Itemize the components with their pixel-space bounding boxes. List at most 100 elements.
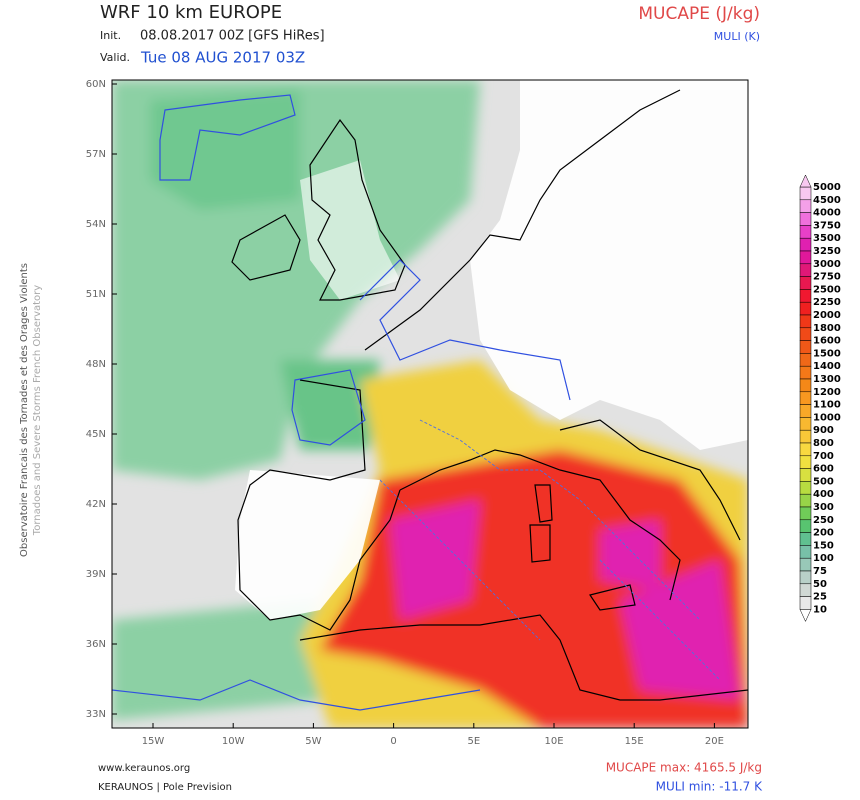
init-time: 08.08.2017 00Z [GFS HiRes] (140, 29, 325, 44)
colorbar-label: 1200 (813, 387, 841, 398)
footer-website: www.keraunos.org (98, 763, 190, 774)
colorbar-label: 1500 (813, 348, 841, 359)
colorbar-swatch (799, 583, 812, 597)
lat-label: 33N (86, 709, 106, 720)
footer-credit: KERAUNOS | Pole Prevision (98, 782, 232, 793)
colorbar-label: 200 (813, 528, 834, 539)
colorbar-label: 300 (813, 502, 834, 513)
colorbar-swatch (799, 212, 812, 226)
valid-time: Tue 08 AUG 2017 03Z (140, 49, 305, 67)
colorbar-label: 50 (813, 579, 827, 590)
lat-label: 36N (86, 639, 106, 650)
lon-label: 5E (467, 736, 480, 747)
map-axes: 60N 57N 54N 51N 48N 45N 42N 39N 36N 33N 15W 10W 5W 0 5… (86, 79, 724, 747)
muli-contours (112, 94, 721, 711)
lat-label: 39N (86, 569, 106, 580)
colorbar-label: 4000 (813, 208, 841, 219)
colorbar-label: 3750 (813, 220, 841, 231)
init-label: Init. (100, 29, 121, 42)
colorbar-swatch (799, 199, 812, 213)
colorbar-label: 3250 (813, 246, 841, 257)
colorbar-swatch (799, 250, 812, 265)
valid-label: Valid. (100, 51, 130, 64)
lat-label: 57N (86, 149, 106, 160)
colorbar-label: 1000 (813, 412, 841, 423)
colorbar-swatch (799, 263, 812, 277)
side-text-fr: Observatoire Francais des Tornades et de… (19, 263, 30, 557)
colorbar-label: 2500 (813, 284, 841, 295)
colorbar-swatch (799, 391, 812, 405)
colorbar-label: 3500 (813, 233, 841, 244)
colorbar-swatch (799, 429, 812, 444)
lat-label: 42N (86, 499, 106, 510)
colorbar-swatch (799, 557, 812, 572)
colorbar-swatch (799, 417, 812, 431)
colorbar-swatch (799, 186, 812, 201)
colorbar-swatch (799, 301, 812, 316)
lon-label: 15W (142, 736, 165, 747)
colorbar-label: 2750 (813, 272, 841, 283)
lon-label: 20E (705, 736, 724, 747)
colorbar-swatch (799, 225, 812, 239)
colorbar-swatch (799, 519, 812, 533)
colorbar-label: 700 (813, 451, 834, 462)
lat-label: 51N (86, 289, 106, 300)
colorbar-label: 1300 (813, 374, 841, 385)
colorbar-swatch (799, 353, 812, 367)
colorbar-label: 1800 (813, 323, 841, 334)
colorbar-swatch (799, 570, 812, 585)
colorbar-label: 4500 (813, 195, 841, 206)
colorbar-label: 150 (813, 540, 834, 551)
colorbar-label: 75 (813, 566, 827, 577)
colorbar-swatch (799, 506, 812, 521)
colorbar-swatch (799, 532, 812, 546)
map-frame (111, 79, 749, 729)
contour-name: MULI (K) (714, 30, 760, 43)
title: WRF 10 km EUROPE (100, 2, 282, 23)
colorbar-label: 2000 (813, 310, 841, 321)
colorbar-label: 25 (813, 592, 827, 603)
colorbar-swatch (799, 276, 812, 290)
colorbar-swatch (799, 596, 812, 610)
footer-min: MULI min: -11.7 K (656, 780, 764, 794)
colorbar-swatch (799, 493, 812, 508)
cape-field (112, 80, 748, 728)
field-name: MUCAPE (J/kg) (638, 4, 760, 24)
colorbar-label: 3000 (813, 259, 841, 270)
footer-max: MUCAPE max: 4165.5 J/kg (606, 761, 762, 775)
colorbar-top-arrow (799, 174, 812, 188)
lon-label: 5W (305, 736, 321, 747)
lat-label: 45N (86, 429, 106, 440)
colorbar-swatch (799, 404, 812, 418)
coastlines (231, 89, 748, 701)
colorbar-swatch (799, 289, 812, 303)
colorbar-swatch (799, 378, 812, 393)
colorbar-swatch (799, 545, 812, 559)
colorbar-swatch (799, 468, 812, 482)
colorbar-swatch (799, 365, 812, 380)
lon-label: 10W (222, 736, 245, 747)
colorbar-label: 900 (813, 425, 834, 436)
lat-label: 48N (86, 359, 106, 370)
lat-label: 54N (86, 219, 106, 230)
colorbar-label: 400 (813, 489, 834, 500)
colorbar-swatch (799, 237, 812, 252)
lon-label: 10E (544, 736, 563, 747)
colorbar-swatch (799, 481, 812, 495)
side-text-en: Tornadoes and Severe Storms French Obser… (32, 285, 43, 536)
colorbar-label: 1100 (813, 400, 841, 411)
lat-label: 60N (86, 79, 106, 90)
colorbar-swatch (799, 455, 812, 469)
land (235, 80, 748, 620)
colorbar-label: 100 (813, 553, 834, 564)
map-area (112, 80, 748, 728)
colorbar-label: 2250 (813, 297, 841, 308)
colorbar-label: 600 (813, 464, 834, 475)
lon-label: 0 (390, 736, 396, 747)
colorbar-swatch (799, 327, 812, 341)
colorbar-label: 250 (813, 515, 834, 526)
colorbar-bottom-arrow (799, 609, 812, 623)
colorbar-swatch (799, 340, 812, 354)
